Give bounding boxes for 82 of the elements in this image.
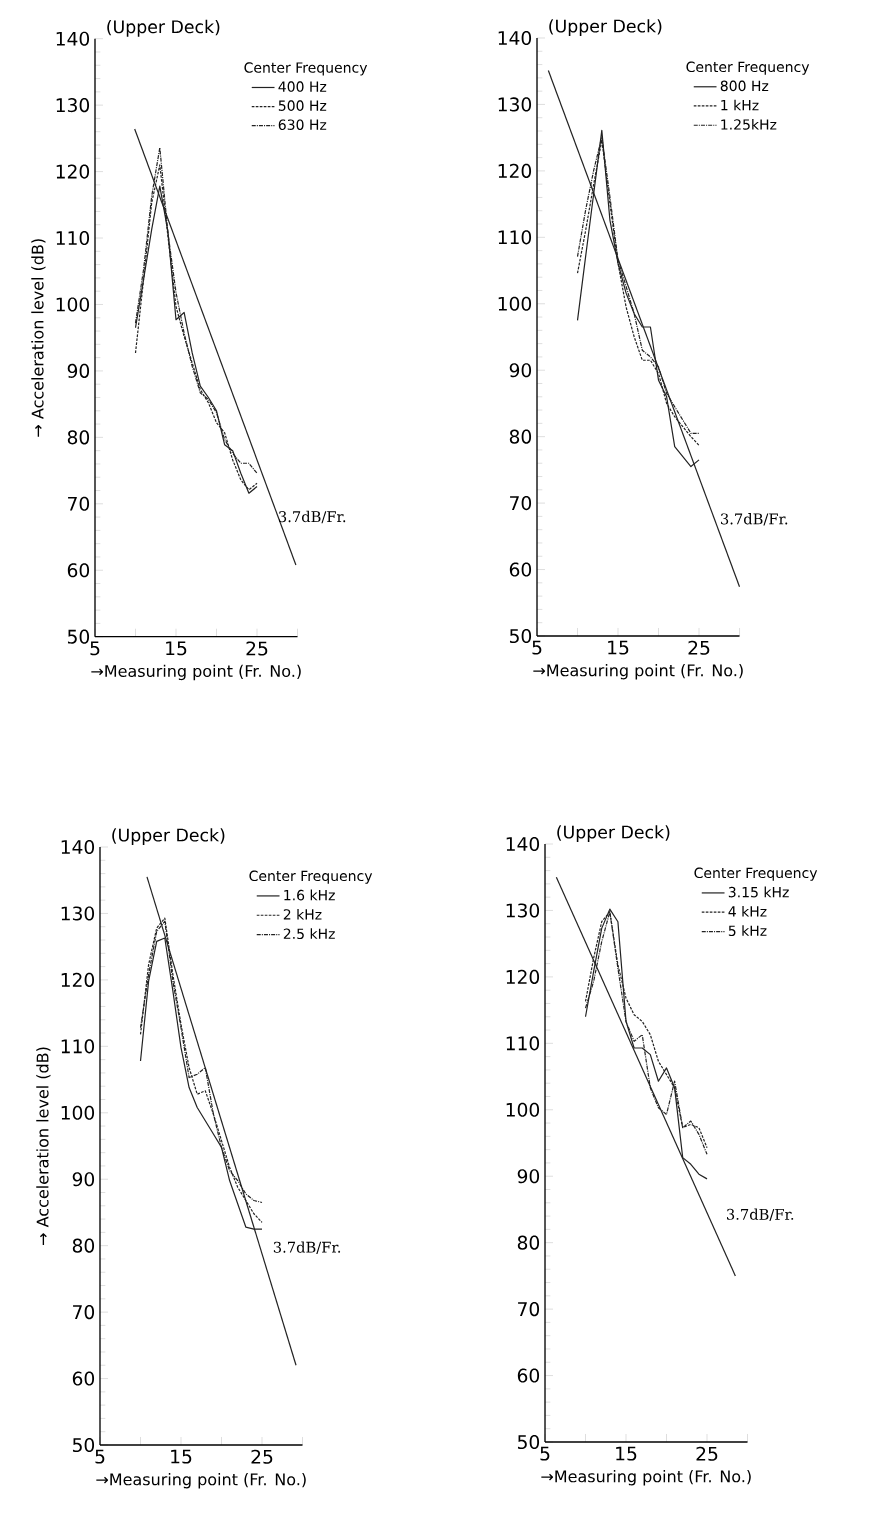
chart-title: (Upper Deck) bbox=[107, 19, 220, 37]
x-tick-label: 15 bbox=[616, 1446, 637, 1461]
y-tick-label: 60 bbox=[72, 1371, 95, 1386]
x-axis-title: →Measuring point (Fr. No.) bbox=[533, 663, 743, 680]
y-tick-label: 100 bbox=[61, 1105, 95, 1120]
x-tick-label: 25 bbox=[688, 640, 710, 655]
x-tick-label: 25 bbox=[246, 641, 268, 656]
annotation: 3.7dB/Fr. bbox=[721, 513, 788, 526]
x-tick-label: 5 bbox=[95, 1449, 105, 1464]
x-tick-label: 25 bbox=[696, 1446, 718, 1461]
y-tick-label: 50 bbox=[509, 628, 532, 644]
y-tick-label: 70 bbox=[510, 496, 532, 511]
y-tick-label: 80 bbox=[509, 429, 532, 444]
chart-title: (Upper Deck) bbox=[557, 825, 670, 842]
y-tick-label: 110 bbox=[498, 230, 532, 245]
y-tick-label: 100 bbox=[56, 297, 90, 312]
y-tick-label: 130 bbox=[498, 97, 532, 112]
legend-title: Center Frequency bbox=[694, 867, 818, 881]
x-tick-label: 25 bbox=[251, 1449, 273, 1464]
y-tick-label: 120 bbox=[506, 969, 540, 984]
y-tick-label: 60 bbox=[67, 563, 90, 578]
y-axis-title: → Acceleration level (dB) bbox=[31, 239, 46, 437]
x-tick-label: 15 bbox=[608, 640, 629, 655]
y-tick-label: 100 bbox=[506, 1102, 540, 1117]
y-tick-label: 90 bbox=[509, 363, 532, 378]
y-tick-label: 140 bbox=[56, 31, 90, 46]
y-tick-label: 70 bbox=[518, 1302, 540, 1317]
y-tick-label: 50 bbox=[67, 629, 90, 644]
y-tick-label: 90 bbox=[67, 363, 90, 378]
x-axis-title: →Measuring point (Fr. No.) bbox=[541, 1469, 751, 1486]
x-tick-label: 5 bbox=[532, 640, 542, 655]
y-tick-label: 130 bbox=[56, 98, 90, 113]
legend-label: 2 kHz bbox=[283, 908, 322, 920]
legend-title: Center Frequency bbox=[244, 62, 368, 76]
legend-label: 4 kHz bbox=[728, 905, 767, 917]
y-tick-label: 130 bbox=[61, 906, 95, 921]
y-tick-label: 80 bbox=[72, 1238, 95, 1253]
legend-label: 800 Hz bbox=[720, 80, 769, 92]
x-tick-label: 5 bbox=[540, 1446, 550, 1461]
legend-label: 3.15 kHz bbox=[728, 886, 789, 898]
x-axis-title: →Measuring point (Fr. No.) bbox=[96, 1472, 306, 1489]
y-tick-label: 140 bbox=[506, 836, 540, 852]
y-axis-title: → Acceleration level (dB) bbox=[36, 1047, 51, 1245]
y-tick-label: 90 bbox=[72, 1172, 95, 1187]
legend-label: 1.6 kHz bbox=[284, 889, 335, 901]
x-tick-label: 15 bbox=[166, 641, 187, 656]
y-tick-label: 110 bbox=[56, 230, 90, 246]
y-tick-label: 120 bbox=[498, 163, 532, 178]
y-tick-label: 80 bbox=[67, 430, 90, 445]
y-tick-label: 110 bbox=[61, 1039, 95, 1054]
x-axis-title: →Measuring point (Fr. No.) bbox=[91, 664, 301, 681]
annotation: 3.7dB/Fr. bbox=[727, 1208, 794, 1222]
y-tick-label: 120 bbox=[61, 972, 95, 987]
y-tick-label: 140 bbox=[498, 30, 532, 46]
annotation: 3.7dB/Fr. bbox=[273, 1241, 341, 1254]
legend-label: 5 kHz bbox=[728, 925, 767, 937]
y-tick-label: 110 bbox=[506, 1036, 540, 1051]
y-tick-label: 120 bbox=[56, 164, 90, 179]
annotation: 3.7dB/Fr. bbox=[279, 510, 346, 524]
legend-label: 2.5 kHz bbox=[283, 928, 335, 940]
y-tick-label: 140 bbox=[61, 839, 95, 855]
legend-label: 400 Hz bbox=[278, 81, 327, 92]
legend-label: 1 kHz bbox=[721, 99, 759, 111]
legend-title: Center Frequency bbox=[249, 870, 373, 884]
y-tick-label: 130 bbox=[506, 903, 540, 918]
x-tick-label: 5 bbox=[90, 641, 100, 656]
y-tick-label: 70 bbox=[73, 1305, 95, 1320]
x-tick-label: 15 bbox=[171, 1449, 192, 1464]
y-tick-label: 100 bbox=[498, 296, 532, 311]
legend-label: 1.25kHz bbox=[721, 118, 777, 130]
y-tick-label: 70 bbox=[68, 496, 90, 511]
legend-label: 500 Hz bbox=[278, 100, 327, 111]
chart-title: (Upper Deck) bbox=[112, 828, 225, 845]
legend-title: Center Frequency bbox=[686, 61, 810, 75]
y-tick-label: 60 bbox=[517, 1368, 540, 1383]
legend-label: 630 Hz bbox=[278, 119, 327, 130]
y-tick-label: 50 bbox=[517, 1434, 540, 1450]
y-tick-label: 80 bbox=[517, 1235, 540, 1250]
y-tick-label: 60 bbox=[509, 562, 532, 577]
chart-title: (Upper Deck) bbox=[549, 19, 662, 36]
y-tick-label: 50 bbox=[72, 1437, 95, 1453]
y-tick-label: 90 bbox=[517, 1169, 540, 1184]
